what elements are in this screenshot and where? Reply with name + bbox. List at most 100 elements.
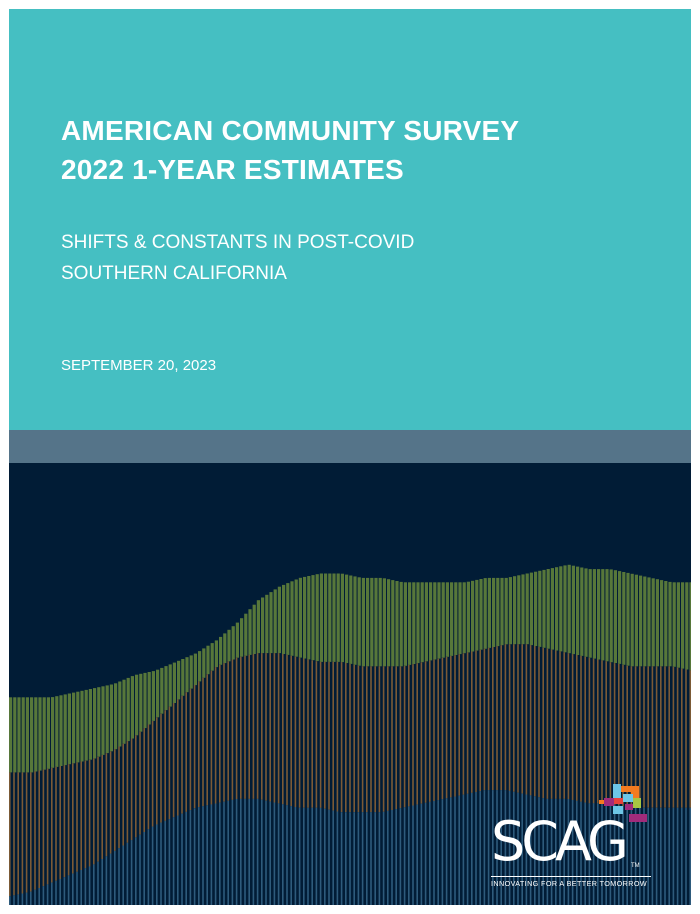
green-bar	[324, 573, 328, 662]
brown-bar	[639, 666, 641, 808]
blue-bar	[529, 795, 532, 905]
brown-bar	[265, 653, 267, 801]
green-bar	[294, 579, 298, 657]
blue-bar	[584, 802, 586, 905]
green-bar	[286, 583, 290, 655]
blue-bar	[80, 870, 82, 905]
brown-bar	[51, 767, 53, 883]
brown-bar	[517, 644, 519, 793]
brown-bar	[681, 668, 683, 808]
brown-bar	[143, 728, 145, 832]
blue-bar	[269, 801, 271, 905]
blue-bar	[265, 800, 267, 905]
brown-bar	[588, 657, 591, 804]
blue-bar	[177, 815, 179, 905]
green-bar	[172, 662, 176, 703]
blue-bar	[387, 810, 389, 905]
brown-bar	[555, 650, 557, 799]
green-bar	[240, 618, 244, 657]
blue-bar	[135, 837, 137, 905]
blue-bar	[639, 807, 641, 905]
blue-bar	[378, 812, 381, 905]
green-bar	[647, 577, 651, 667]
blue-bar	[525, 794, 528, 905]
green-bar	[546, 569, 550, 649]
green-bar	[319, 573, 323, 662]
green-bar	[219, 636, 223, 665]
brown-bar	[374, 666, 376, 813]
blue-bar	[345, 812, 347, 905]
green-bar	[416, 582, 420, 664]
green-bar	[525, 573, 529, 645]
blue-bar	[361, 812, 364, 905]
green-bar	[500, 577, 504, 646]
green-bar	[450, 582, 454, 656]
blue-bar	[139, 834, 141, 905]
green-bar	[303, 576, 307, 659]
brown-bar	[542, 647, 544, 799]
green-bar	[265, 594, 269, 654]
blue-bar	[634, 807, 637, 905]
green-bar	[256, 600, 260, 654]
green-bar	[269, 592, 273, 654]
blue-bar	[160, 822, 162, 905]
cover-subtitle-line-2: SOUTHERN CALIFORNIA	[61, 263, 287, 284]
brown-bar	[168, 706, 171, 820]
green-bar	[664, 581, 668, 667]
brown-bar	[315, 661, 318, 808]
scag-logo-mark-icon	[599, 784, 647, 822]
brown-bar	[487, 647, 490, 791]
blue-bar	[240, 798, 242, 905]
blue-bar	[286, 805, 288, 905]
green-bar	[651, 578, 655, 667]
blue-bar	[210, 804, 213, 905]
brown-bar	[508, 644, 511, 791]
green-bar	[366, 577, 370, 667]
brown-bar	[21, 772, 24, 894]
blue-bar	[483, 790, 486, 905]
green-bar	[445, 582, 449, 657]
blue-bar	[227, 800, 229, 905]
blue-bar	[185, 811, 187, 905]
cover-title-line-1: AMERICAN COMMUNITY SURVEY	[61, 115, 520, 146]
brown-bar	[601, 660, 603, 804]
green-bar	[160, 667, 164, 714]
green-bar	[542, 569, 546, 648]
brown-bar	[135, 735, 137, 838]
brown-bar	[466, 652, 469, 794]
blue-bar	[55, 880, 57, 905]
blue-bar	[571, 799, 574, 905]
green-bar	[143, 672, 147, 729]
blue-bar	[479, 791, 481, 905]
decorative-bar-graphic	[9, 564, 691, 905]
green-bar	[370, 577, 374, 667]
green-bar	[630, 573, 634, 667]
brown-bar	[244, 655, 246, 799]
brown-bar	[303, 658, 305, 808]
green-bar	[550, 568, 554, 650]
brown-bar	[378, 666, 381, 813]
blue-bar	[63, 877, 66, 905]
blue-bar	[601, 803, 603, 905]
brown-bar	[559, 651, 561, 799]
green-bar	[114, 683, 118, 750]
green-bar	[408, 582, 412, 665]
blue-bar	[282, 804, 284, 905]
brown-bar	[340, 662, 343, 813]
green-bar	[571, 565, 575, 655]
blue-bar	[416, 804, 418, 905]
brown-bar	[273, 653, 276, 803]
brown-bar	[622, 664, 624, 807]
blue-bar	[143, 832, 145, 905]
cover-page: AMERICAN COMMUNITY SURVEY 2022 1-YEAR ES…	[9, 9, 691, 905]
blue-bar	[290, 806, 292, 905]
blue-bar	[420, 803, 423, 905]
brown-bar	[332, 661, 334, 811]
green-bar	[214, 640, 218, 668]
blue-bar	[655, 807, 658, 905]
brown-bar	[571, 654, 574, 800]
green-bar	[349, 575, 353, 664]
brown-bar	[72, 763, 74, 874]
blue-bar	[244, 798, 246, 905]
brown-bar	[676, 667, 679, 808]
